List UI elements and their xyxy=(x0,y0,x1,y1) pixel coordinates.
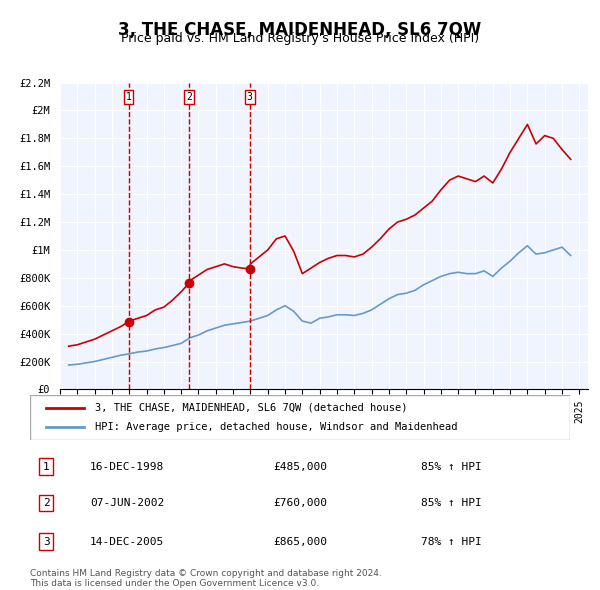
Text: 1: 1 xyxy=(125,92,131,102)
Text: 14-DEC-2005: 14-DEC-2005 xyxy=(90,537,164,547)
Text: 3: 3 xyxy=(43,537,50,547)
Text: This data is licensed under the Open Government Licence v3.0.: This data is licensed under the Open Gov… xyxy=(30,579,319,588)
Text: 07-JUN-2002: 07-JUN-2002 xyxy=(90,498,164,508)
Text: 3, THE CHASE, MAIDENHEAD, SL6 7QW: 3, THE CHASE, MAIDENHEAD, SL6 7QW xyxy=(118,21,482,39)
Text: 2: 2 xyxy=(186,92,192,102)
Text: Price paid vs. HM Land Registry's House Price Index (HPI): Price paid vs. HM Land Registry's House … xyxy=(121,32,479,45)
Text: 1: 1 xyxy=(43,462,50,471)
Text: 85% ↑ HPI: 85% ↑ HPI xyxy=(421,498,482,508)
Text: £485,000: £485,000 xyxy=(273,462,327,471)
Text: 3: 3 xyxy=(247,92,253,102)
Text: 78% ↑ HPI: 78% ↑ HPI xyxy=(421,537,482,547)
Text: £865,000: £865,000 xyxy=(273,537,327,547)
Text: Contains HM Land Registry data © Crown copyright and database right 2024.: Contains HM Land Registry data © Crown c… xyxy=(30,569,382,578)
Text: £760,000: £760,000 xyxy=(273,498,327,508)
Text: 85% ↑ HPI: 85% ↑ HPI xyxy=(421,462,482,471)
Text: 2: 2 xyxy=(43,498,50,508)
Text: HPI: Average price, detached house, Windsor and Maidenhead: HPI: Average price, detached house, Wind… xyxy=(95,422,457,432)
Text: 16-DEC-1998: 16-DEC-1998 xyxy=(90,462,164,471)
FancyBboxPatch shape xyxy=(30,395,570,440)
Text: 3, THE CHASE, MAIDENHEAD, SL6 7QW (detached house): 3, THE CHASE, MAIDENHEAD, SL6 7QW (detac… xyxy=(95,403,407,412)
